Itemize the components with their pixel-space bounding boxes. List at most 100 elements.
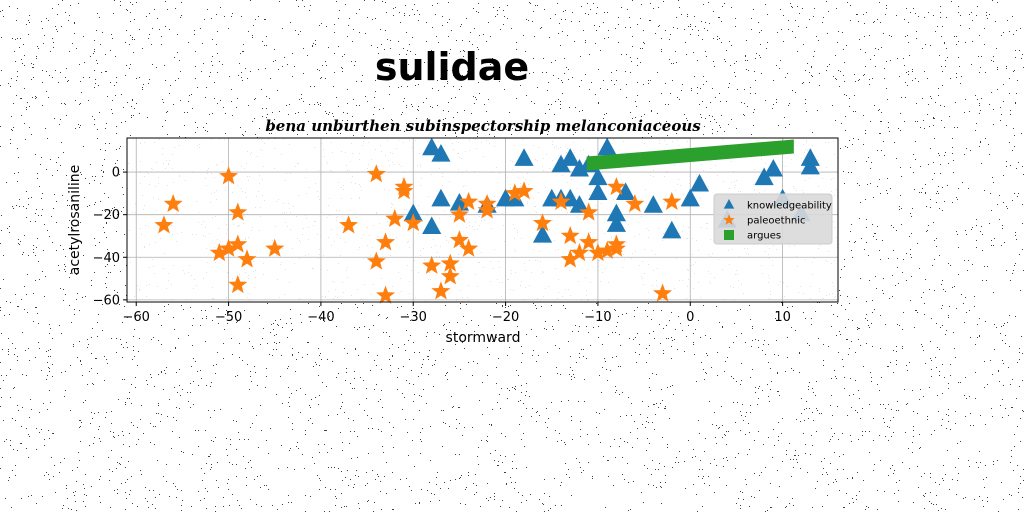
data-point	[403, 213, 423, 232]
data-point	[606, 214, 626, 232]
chart-title: bena unburthen subinspectorship melancon…	[265, 117, 701, 135]
data-point	[440, 253, 460, 272]
data-point	[237, 249, 257, 268]
data-point	[459, 191, 479, 210]
legend-label: knowledgeability	[747, 201, 832, 212]
plot-area	[126, 137, 839, 304]
legend-box	[713, 193, 833, 245]
data-point	[597, 137, 617, 156]
y-axis-label: acetylrosaniline	[67, 165, 83, 275]
data-point	[422, 216, 442, 235]
data-point	[477, 194, 497, 213]
data-point	[440, 266, 460, 285]
y-tick-label: 0	[112, 166, 120, 181]
y-tick-label: −40	[93, 251, 120, 266]
data-point	[560, 249, 580, 268]
data-point	[339, 215, 359, 234]
data-point	[588, 182, 608, 200]
data-point	[209, 243, 229, 262]
x-tick-label: −40	[307, 310, 334, 325]
data-point	[376, 232, 396, 251]
legend-label: argues	[747, 231, 781, 242]
x-axis-ticks: −60 −50 −40 −30 −20 −10 0 10	[123, 302, 791, 325]
data-point	[163, 194, 183, 213]
data-point	[366, 251, 386, 270]
legend-marker	[723, 214, 735, 225]
data-point	[597, 240, 617, 259]
data-point	[533, 213, 552, 232]
data-point	[569, 195, 590, 213]
data-point	[606, 177, 626, 196]
y-tick-label: −20	[93, 208, 120, 223]
data-point	[366, 164, 386, 183]
data-point	[588, 167, 608, 186]
data-point	[376, 285, 396, 304]
x-tick-label: −60	[123, 310, 150, 325]
y-axis-ticks: 0 −20 −40 −60	[93, 166, 127, 308]
data-point	[560, 148, 580, 166]
data-point	[265, 238, 285, 257]
data-point	[800, 156, 820, 175]
data-point	[579, 202, 599, 221]
data-point	[643, 195, 663, 213]
y-tick-label: −60	[93, 293, 120, 308]
data-point	[569, 243, 589, 262]
x-tick-label: −20	[492, 310, 519, 325]
x-tick-label: −30	[400, 310, 427, 325]
data-point	[606, 203, 626, 222]
data-point	[551, 154, 571, 173]
series-argues	[586, 139, 794, 171]
x-tick-label: −10	[584, 310, 611, 325]
legend-label: paleoethnic	[747, 216, 806, 227]
data-point	[431, 281, 451, 300]
data-point	[505, 183, 525, 202]
legend-marker	[723, 199, 735, 209]
data-point	[219, 238, 239, 257]
data-point	[228, 234, 248, 253]
data-point	[625, 194, 645, 213]
data-point	[219, 166, 239, 185]
plot-border	[126, 137, 839, 303]
data-point	[154, 215, 174, 234]
legend-marker	[724, 230, 734, 240]
data-point	[228, 275, 248, 294]
data-point	[459, 238, 479, 257]
data-point	[449, 230, 469, 249]
data-point	[551, 191, 571, 210]
x-axis-label: stormward	[446, 330, 521, 346]
line-segment	[586, 139, 794, 171]
data-point	[431, 188, 451, 207]
data-point	[449, 204, 469, 223]
data-point	[394, 181, 414, 200]
data-point	[422, 255, 442, 274]
data-point	[763, 158, 783, 177]
data-point	[514, 148, 534, 166]
data-point	[228, 202, 248, 221]
x-tick-label: −50	[215, 310, 242, 325]
data-point	[403, 203, 423, 222]
data-point	[662, 191, 682, 210]
data-point	[532, 224, 553, 243]
data-point	[477, 200, 497, 219]
legend: knowledgeability paleoethnic argues	[713, 193, 833, 245]
data-point	[431, 144, 451, 162]
data-point	[653, 283, 673, 302]
data-point	[385, 208, 405, 227]
x-tick-label: 10	[774, 310, 791, 325]
x-tick-label: 0	[686, 310, 694, 325]
data-point	[588, 243, 608, 262]
data-point	[422, 137, 442, 156]
data-point	[560, 226, 580, 245]
data-point	[579, 232, 599, 251]
data-point	[514, 181, 534, 200]
data-point	[606, 238, 626, 257]
data-point	[616, 182, 636, 200]
figure-title: sulidae	[375, 45, 529, 89]
data-point	[689, 173, 710, 192]
data-point	[662, 220, 682, 239]
series-paleoethnic	[154, 164, 682, 304]
data-point	[680, 188, 700, 207]
